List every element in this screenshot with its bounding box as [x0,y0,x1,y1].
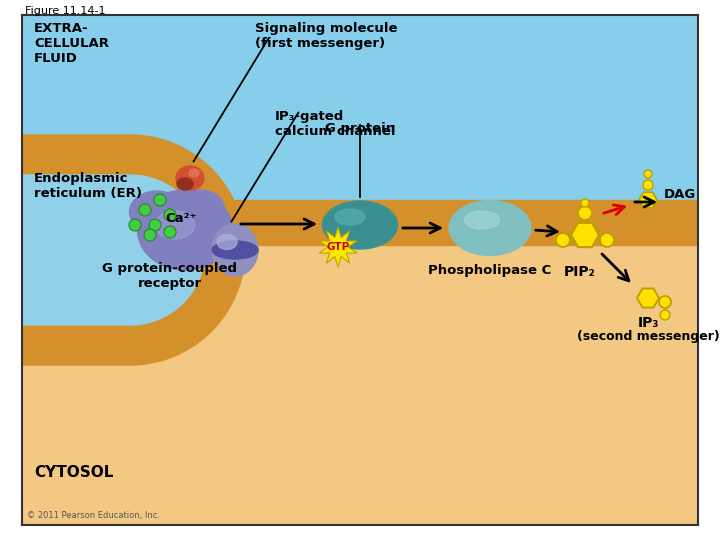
Ellipse shape [130,191,184,233]
Text: G protein: G protein [325,122,395,135]
Ellipse shape [464,211,500,229]
Circle shape [164,209,176,221]
Polygon shape [639,192,657,208]
Text: Phospholipase C: Phospholipase C [428,264,552,277]
Circle shape [581,199,589,207]
Text: GTP: GTP [326,242,350,252]
Circle shape [149,219,161,231]
Text: (second messenger): (second messenger) [577,330,719,343]
Ellipse shape [138,190,233,270]
Polygon shape [571,223,599,247]
Polygon shape [23,200,697,245]
Polygon shape [637,288,659,307]
Text: Figure 11.14-1: Figure 11.14-1 [25,6,106,16]
Ellipse shape [323,201,397,249]
Text: Signaling molecule
(first messenger): Signaling molecule (first messenger) [255,22,397,50]
Text: PIP₂: PIP₂ [564,265,596,279]
Circle shape [164,226,176,238]
Ellipse shape [155,211,195,239]
Circle shape [644,170,652,178]
Circle shape [139,204,151,216]
Circle shape [144,229,156,241]
Ellipse shape [176,166,204,190]
Circle shape [600,233,614,247]
Ellipse shape [335,209,365,225]
Text: EXTRA-
CELLULAR
FLUID: EXTRA- CELLULAR FLUID [34,22,109,65]
Text: Ca²⁺: Ca²⁺ [165,212,197,225]
Text: CYTOSOL: CYTOSOL [34,465,113,480]
Bar [23,244,697,524]
Circle shape [556,233,570,247]
Circle shape [659,296,671,308]
Ellipse shape [212,224,258,276]
Circle shape [578,206,592,220]
Polygon shape [319,227,357,267]
Ellipse shape [176,190,224,226]
Text: DAG: DAG [664,187,696,200]
Ellipse shape [217,234,237,249]
Polygon shape [23,135,245,365]
Text: Endoplasmic
reticulum (ER): Endoplasmic reticulum (ER) [34,172,142,200]
Ellipse shape [449,200,531,255]
Text: IP₃: IP₃ [637,316,659,330]
Text: G protein-coupled
receptor: G protein-coupled receptor [102,262,238,290]
Ellipse shape [212,241,258,259]
Circle shape [129,219,141,231]
Polygon shape [23,175,205,325]
Circle shape [643,180,653,190]
Text: © 2011 Pearson Education, Inc.: © 2011 Pearson Education, Inc. [27,511,160,520]
Circle shape [154,194,166,206]
Ellipse shape [177,178,193,190]
Text: IP₃-gated
calcium channel: IP₃-gated calcium channel [275,110,395,138]
Ellipse shape [189,169,199,177]
Circle shape [660,310,670,320]
